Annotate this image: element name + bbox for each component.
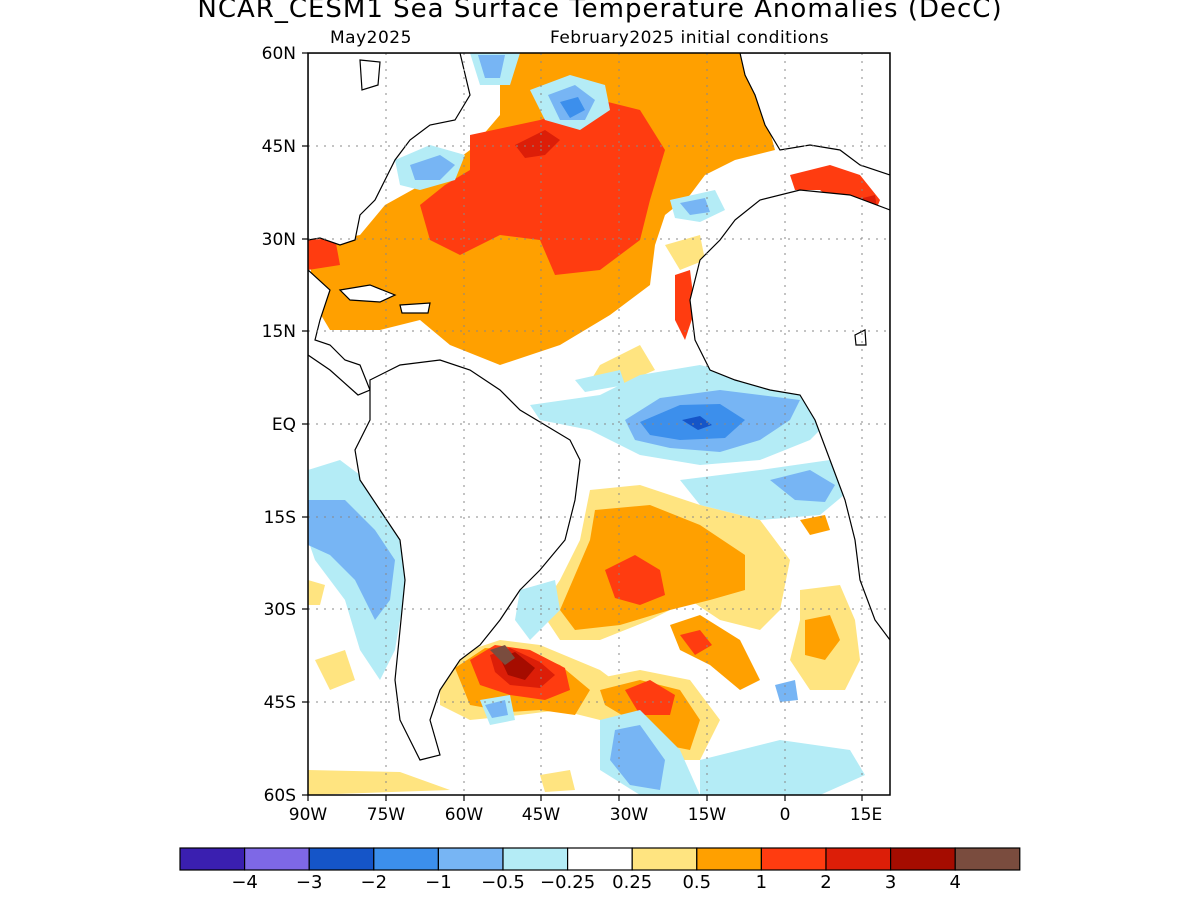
lat-label: 60S (264, 786, 296, 806)
colorbar-label: −4 (231, 872, 258, 893)
lon-label: 75W (367, 805, 406, 825)
colorbar-swatch (889, 847, 956, 871)
colorbar-label: −0.5 (481, 872, 525, 893)
colorbar-swatch (179, 847, 246, 871)
lat-label: 15S (264, 508, 296, 528)
lat-label: 30S (264, 600, 296, 620)
colorbar-label: 3 (885, 872, 896, 893)
greenland-iceland (359, 59, 381, 91)
lon-label: 15W (688, 805, 727, 825)
latitude-labels: 60N 45N 30N 15N EQ 15S 30S 45S 60S (262, 44, 296, 806)
colorbar-swatch (437, 847, 504, 871)
lat-label: 45S (264, 693, 296, 713)
colorbar-swatch (954, 847, 1021, 871)
lon-label: 0 (780, 805, 791, 825)
valid-month-label: May2025 (330, 28, 412, 48)
longitude-labels: 90W 75W 60W 45W 30W 15W 0 15E (289, 805, 882, 825)
colorbar-label: −0.25 (540, 872, 595, 893)
lat-label: 15N (262, 322, 296, 342)
colorbar-swatch (825, 847, 892, 871)
colorbar-label: 2 (820, 872, 831, 893)
south-america (354, 359, 581, 761)
tick-marks (302, 52, 863, 801)
lat-label: 45N (262, 137, 296, 157)
africa (689, 189, 890, 641)
colorbar-swatch (244, 847, 310, 871)
graticule (308, 53, 890, 795)
colorbar-swatch (760, 847, 827, 871)
lon-label: 90W (289, 805, 328, 825)
init-conditions-label: February2025 initial conditions (550, 28, 830, 48)
colorbar-label: 4 (949, 872, 960, 893)
colorbar-swatch (631, 847, 698, 871)
lon-label: 15E (850, 805, 882, 825)
lat-label: EQ (272, 415, 296, 435)
colorbar-swatch (308, 847, 375, 871)
colorbar-swatch (696, 847, 762, 871)
anomaly-fields (308, 53, 890, 795)
map-title: NCAR_CESM1 Sea Surface Temperature Anoma… (197, 0, 1003, 24)
europe (739, 53, 890, 176)
colorbar-label: 0.5 (682, 872, 711, 893)
colorbar-label: −3 (296, 872, 323, 893)
colorbar-label: −2 (361, 872, 388, 893)
island-outlines (338, 284, 867, 346)
central-america (308, 269, 371, 396)
lon-label: 45W (522, 805, 561, 825)
colorbar: −4 −3 −2 −1 −0.5 −0.25 0.25 0.5 1 2 3 4 (179, 847, 1021, 893)
lon-label: 60W (445, 805, 484, 825)
north-atlantic-strong-warm (420, 100, 665, 275)
colorbar-label: −1 (425, 872, 452, 893)
lat-label: 60N (262, 44, 296, 64)
north-america (308, 53, 471, 246)
colorbar-swatch (566, 847, 633, 871)
lon-label: 30W (610, 805, 649, 825)
colorbar-swatch (502, 847, 569, 871)
lat-label: 30N (262, 230, 296, 250)
colorbar-label: 1 (756, 872, 767, 893)
coastlines (308, 53, 890, 761)
colorbar-label: 0.25 (612, 872, 652, 893)
colorbar-swatch (373, 847, 439, 871)
